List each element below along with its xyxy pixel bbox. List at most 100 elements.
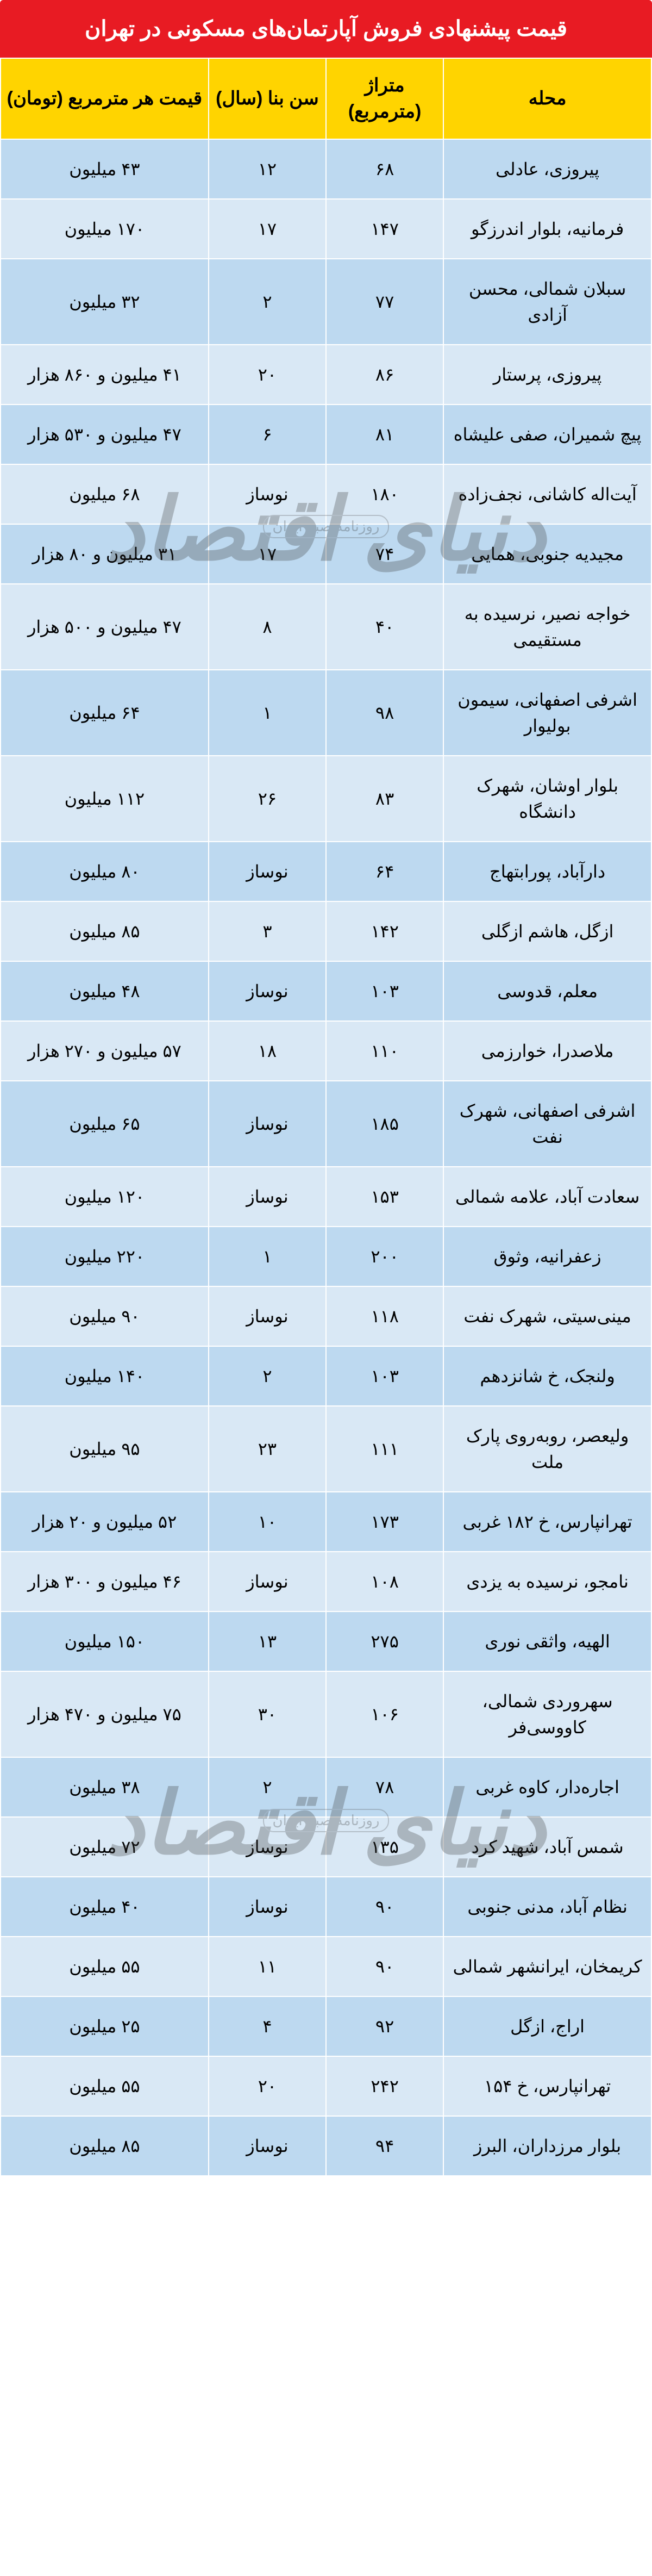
cell-area: ۱۳۵ — [327, 1818, 443, 1876]
cell-location: کریمخان، ایرانشهر شمالی — [444, 1937, 651, 1996]
cell-age: ۱۷ — [209, 200, 325, 258]
cell-age: ۶ — [209, 405, 325, 464]
cell-area: ۹۰ — [327, 1877, 443, 1936]
cell-price: ۶۵ میلیون — [1, 1081, 208, 1166]
cell-location: بلوار مرزداران، البرز — [444, 2117, 651, 2175]
cell-age: نوساز — [209, 2117, 325, 2175]
table-row: پیچ شمیران، صفی علیشاه۸۱۶۴۷ میلیون و ۵۳۰… — [1, 405, 651, 464]
cell-area: ۱۴۷ — [327, 200, 443, 258]
cell-age: نوساز — [209, 1877, 325, 1936]
cell-price: ۶۸ میلیون — [1, 465, 208, 524]
cell-location: اشرفی اصفهانی، سیمون بولیوار — [444, 670, 651, 755]
cell-age: ۳ — [209, 902, 325, 961]
cell-area: ۱۰۳ — [327, 962, 443, 1021]
cell-area: ۲۴۲ — [327, 2057, 443, 2115]
cell-area: ۲۰۰ — [327, 1227, 443, 1286]
cell-age: ۲ — [209, 1758, 325, 1816]
cell-location: بلوار اوشان، شهرک دانشگاه — [444, 756, 651, 841]
cell-age: نوساز — [209, 1167, 325, 1226]
table-row: مجیدیه جنوبی، همایی۷۴۱۷۳۱ میلیون و ۸۰ هز… — [1, 525, 651, 583]
table-row: شمس آباد، شهید کرد۱۳۵نوساز۷۲ میلیون — [1, 1818, 651, 1876]
cell-price: ۱۷۰ میلیون — [1, 200, 208, 258]
table-row: دارآباد، پورابتهاج۶۴نوساز۸۰ میلیون — [1, 842, 651, 901]
cell-area: ۶۸ — [327, 140, 443, 198]
header-row: محله متراژ (مترمربع) سن بنا (سال) قیمت ه… — [1, 59, 651, 139]
cell-price: ۸۰ میلیون — [1, 842, 208, 901]
cell-area: ۱۰۸ — [327, 1552, 443, 1611]
table-row: اشرفی اصفهانی، شهرک نفت۱۸۵نوساز۶۵ میلیون — [1, 1081, 651, 1166]
cell-location: ولنجک، خ شانزدهم — [444, 1347, 651, 1405]
cell-price: ۵۵ میلیون — [1, 2057, 208, 2115]
cell-location: نامجو، نرسیده به یزدی — [444, 1552, 651, 1611]
table-row: ملاصدرا، خوارزمی۱۱۰۱۸۵۷ میلیون و ۲۷۰ هزا… — [1, 1022, 651, 1080]
table-row: نامجو، نرسیده به یزدی۱۰۸نوساز۴۶ میلیون و… — [1, 1552, 651, 1611]
table-row: آیت‌اله کاشانی، نجف‌زاده۱۸۰نوساز۶۸ میلیو… — [1, 465, 651, 524]
table-row: اشرفی اصفهانی، سیمون بولیوار۹۸۱۶۴ میلیون — [1, 670, 651, 755]
cell-age: ۲ — [209, 1347, 325, 1405]
cell-price: ۹۵ میلیون — [1, 1407, 208, 1491]
cell-area: ۹۴ — [327, 2117, 443, 2175]
cell-location: سعادت آباد، علامه شمالی — [444, 1167, 651, 1226]
cell-area: ۷۴ — [327, 525, 443, 583]
cell-age: ۲۳ — [209, 1407, 325, 1491]
cell-age: نوساز — [209, 1818, 325, 1876]
cell-location: ملاصدرا، خوارزمی — [444, 1022, 651, 1080]
cell-price: ۴۷ میلیون و ۵۳۰ هزار — [1, 405, 208, 464]
cell-price: ۴۰ میلیون — [1, 1877, 208, 1936]
cell-price: ۳۱ میلیون و ۸۰ هزار — [1, 525, 208, 583]
cell-location: مجیدیه جنوبی، همایی — [444, 525, 651, 583]
cell-age: ۲۶ — [209, 756, 325, 841]
cell-price: ۵۲ میلیون و ۲۰ هزار — [1, 1492, 208, 1551]
cell-price: ۹۰ میلیون — [1, 1287, 208, 1346]
table-container: قیمت پیشنهادی فروش آپارتمان‌های مسکونی د… — [0, 0, 652, 2176]
cell-age: نوساز — [209, 962, 325, 1021]
table-row: سهروردی شمالی، کاووسی‌فر۱۰۶۳۰۷۵ میلیون و… — [1, 1672, 651, 1757]
cell-area: ۱۸۰ — [327, 465, 443, 524]
cell-area: ۸۱ — [327, 405, 443, 464]
cell-price: ۷۲ میلیون — [1, 1818, 208, 1876]
table-row: معلم، قدوسی۱۰۳نوساز۴۸ میلیون — [1, 962, 651, 1021]
cell-area: ۷۷ — [327, 259, 443, 344]
cell-age: ۱۱ — [209, 1937, 325, 1996]
table-row: پیروزی، پرستار۸۶۲۰۴۱ میلیون و ۸۶۰ هزار — [1, 345, 651, 404]
cell-price: ۴۳ میلیون — [1, 140, 208, 198]
cell-price: ۸۵ میلیون — [1, 902, 208, 961]
cell-price: ۲۲۰ میلیون — [1, 1227, 208, 1286]
cell-area: ۱۰۶ — [327, 1672, 443, 1757]
cell-price: ۶۴ میلیون — [1, 670, 208, 755]
cell-area: ۶۴ — [327, 842, 443, 901]
cell-price: ۱۱۲ میلیون — [1, 756, 208, 841]
cell-age: ۱ — [209, 670, 325, 755]
cell-age: ۸ — [209, 584, 325, 669]
cell-price: ۳۲ میلیون — [1, 259, 208, 344]
cell-area: ۹۸ — [327, 670, 443, 755]
table-row: بلوار اوشان، شهرک دانشگاه۸۳۲۶۱۱۲ میلیون — [1, 756, 651, 841]
cell-age: ۱ — [209, 1227, 325, 1286]
cell-area: ۹۲ — [327, 1997, 443, 2056]
cell-price: ۴۸ میلیون — [1, 962, 208, 1021]
cell-area: ۷۸ — [327, 1758, 443, 1816]
header-location: محله — [444, 59, 651, 139]
cell-area: ۸۶ — [327, 345, 443, 404]
cell-location: آیت‌اله کاشانی، نجف‌زاده — [444, 465, 651, 524]
cell-price: ۱۲۰ میلیون — [1, 1167, 208, 1226]
cell-location: نظام آباد، مدنی جنوبی — [444, 1877, 651, 1936]
table-row: ولیعصر، روبه‌روی پارک ملت۱۱۱۲۳۹۵ میلیون — [1, 1407, 651, 1491]
cell-age: ۱۰ — [209, 1492, 325, 1551]
cell-price: ۴۱ میلیون و ۸۶۰ هزار — [1, 345, 208, 404]
cell-location: معلم، قدوسی — [444, 962, 651, 1021]
cell-price: ۲۵ میلیون — [1, 1997, 208, 2056]
cell-age: ۲۰ — [209, 2057, 325, 2115]
table-row: خواجه نصیر، نرسیده به مستقیمی۴۰۸۴۷ میلیو… — [1, 584, 651, 669]
cell-age: نوساز — [209, 465, 325, 524]
cell-location: پیروزی، عادلی — [444, 140, 651, 198]
cell-area: ۲۷۵ — [327, 1612, 443, 1671]
table-body: پیروزی، عادلی۶۸۱۲۴۳ میلیونفرمانیه، بلوار… — [1, 140, 651, 2175]
cell-location: اشرفی اصفهانی، شهرک نفت — [444, 1081, 651, 1166]
cell-area: ۴۰ — [327, 584, 443, 669]
cell-area: ۱۷۳ — [327, 1492, 443, 1551]
table-row: نظام آباد، مدنی جنوبی۹۰نوساز۴۰ میلیون — [1, 1877, 651, 1936]
cell-age: ۱۳ — [209, 1612, 325, 1671]
cell-area: ۹۰ — [327, 1937, 443, 1996]
table-row: تهرانپارس، خ ۱۸۲ غربی۱۷۳۱۰۵۲ میلیون و ۲۰… — [1, 1492, 651, 1551]
